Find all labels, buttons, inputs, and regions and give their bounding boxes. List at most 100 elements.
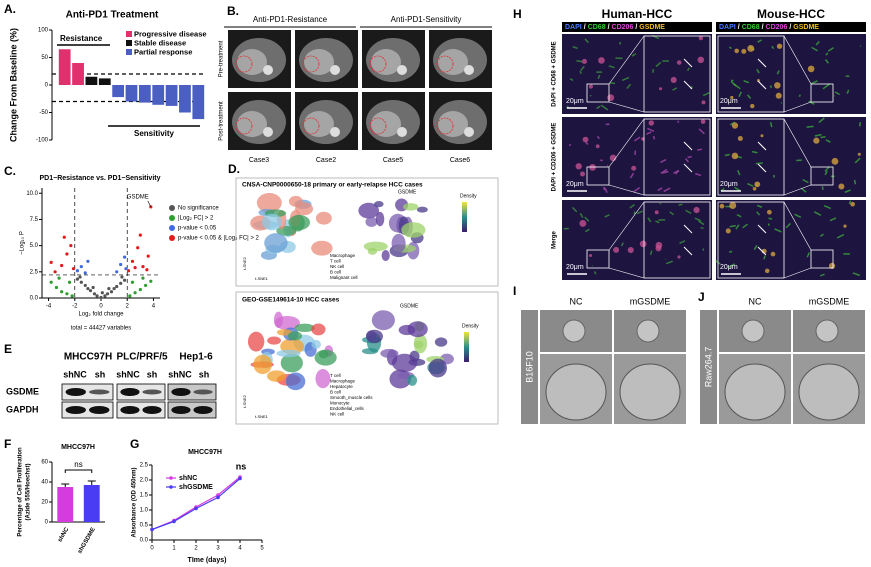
sem-strip (700, 310, 717, 424)
y-axis-label: Absorbance (OD 450nm) (132, 467, 138, 537)
tsne-cluster (288, 195, 303, 207)
legend-label: p-value < 0.05 & |Log₂ FC| > 2 (178, 236, 259, 242)
lesion-outline (235, 55, 253, 73)
point (95, 294, 99, 298)
if-signal (678, 203, 683, 206)
zoom-line (608, 101, 645, 113)
stain-separator: / (635, 24, 637, 31)
legend-label: T cell (330, 373, 341, 378)
sem-strip (521, 310, 538, 424)
band (120, 388, 140, 396)
if-cell (774, 82, 781, 89)
stain-separator: / (738, 24, 740, 31)
mri-spine (397, 127, 407, 137)
zoom-line (783, 101, 812, 113)
point (120, 275, 124, 279)
x-tick-label: 0 (150, 546, 154, 552)
if-signal (649, 250, 653, 256)
point (105, 292, 110, 296)
if-cell (747, 45, 755, 52)
lane-label: sh (95, 369, 106, 379)
point (130, 259, 135, 263)
point (62, 235, 66, 239)
point (71, 267, 76, 271)
sem-cell (798, 363, 860, 421)
if-signal (724, 153, 730, 157)
if-cell (588, 253, 593, 258)
tsne-cluster (367, 247, 378, 255)
axis-label: t-SNE1 (255, 414, 269, 419)
cell-line: Hep1-6 (179, 352, 213, 363)
zoom-line (608, 201, 645, 251)
if-signal (593, 271, 597, 275)
annotation-leader (147, 200, 152, 207)
if-signal (756, 211, 761, 216)
sem-cell (724, 363, 786, 421)
band (171, 406, 191, 414)
point (172, 519, 176, 524)
colorbar (464, 332, 469, 362)
if-signal (695, 172, 702, 177)
sem-cell (545, 363, 607, 421)
zoom-line (608, 118, 645, 168)
legend-label: p-value < 0.05 (178, 226, 217, 232)
point (123, 255, 127, 259)
mri-organ (371, 111, 401, 137)
protein-label: GAPDH (6, 404, 39, 414)
if-signal (657, 187, 663, 192)
if-signal (631, 53, 637, 57)
if-signal (853, 179, 857, 185)
if-signal (827, 47, 834, 52)
point (54, 285, 59, 290)
if-signal (694, 217, 702, 222)
if-cell (764, 268, 770, 274)
if-cell (838, 183, 845, 190)
if-signal (609, 82, 616, 85)
bar (138, 85, 151, 103)
column-header: Mouse-HCC (757, 7, 825, 21)
axis-label: t-SNE2 (242, 256, 247, 270)
tsne-cluster (416, 206, 428, 213)
tsne-cluster (273, 311, 283, 328)
mri-spine (330, 65, 340, 75)
if-signal (738, 91, 743, 98)
point (69, 244, 73, 248)
zoom-box (586, 166, 610, 186)
column-header: NC (570, 296, 583, 306)
if-cell (843, 224, 847, 228)
legend-marker (169, 205, 175, 211)
if-signal (589, 94, 592, 97)
point (83, 283, 87, 288)
arrow (757, 141, 767, 151)
point (88, 289, 93, 293)
stain-label: CD68 (588, 24, 606, 31)
if-cell (831, 157, 839, 165)
if-signal (806, 252, 810, 258)
legend-label: Progressive disease (134, 29, 207, 38)
if-cell (677, 255, 681, 259)
colorbar (462, 202, 467, 232)
zoom-box (810, 83, 834, 103)
if-signal (734, 186, 741, 192)
significance-label: ns (236, 461, 247, 471)
x-axis-label: Log₂ fold change (78, 312, 124, 318)
stain-label: CD68 (742, 24, 760, 31)
panel-letter: F (4, 437, 11, 451)
mri-spine (263, 65, 273, 75)
point (149, 279, 153, 283)
if-signal (604, 187, 608, 193)
band (193, 406, 213, 414)
point (91, 285, 95, 290)
x-tick-label: -4 (46, 304, 52, 310)
if-signal (815, 40, 820, 46)
bar (125, 85, 138, 102)
if-cell (701, 100, 706, 105)
if-cell (813, 137, 820, 144)
y-tick-label: 0.0 (30, 296, 39, 302)
point (141, 276, 145, 280)
arrow (683, 163, 693, 173)
if-cell (595, 144, 600, 149)
zoom-line (783, 184, 812, 196)
tsne-cluster (381, 250, 390, 262)
sem-cell (815, 319, 839, 343)
